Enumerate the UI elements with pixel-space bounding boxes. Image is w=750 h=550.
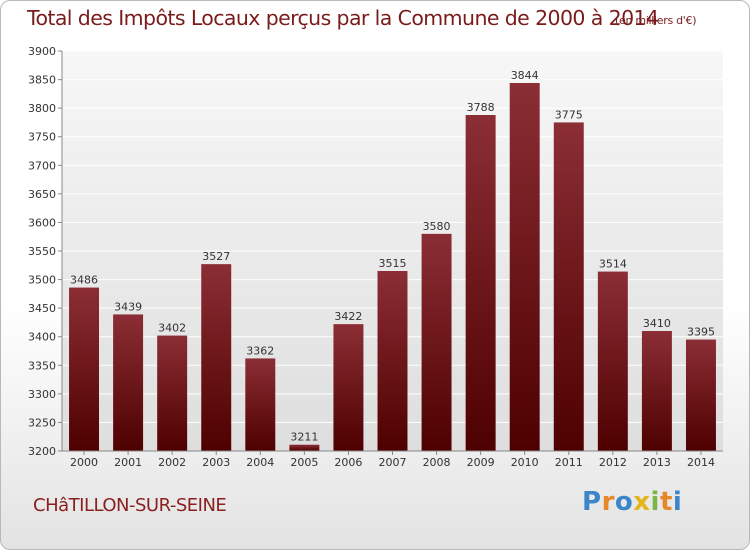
x-tick-label: 2007 [379, 456, 407, 469]
bar [201, 264, 232, 451]
x-tick-label: 2011 [555, 456, 583, 469]
bar [289, 444, 320, 451]
chart-title: Total des Impôts Locaux perçus par la Co… [27, 6, 659, 30]
data-label: 3486 [70, 274, 98, 287]
x-tick-label: 2014 [687, 456, 715, 469]
y-tick-label: 3800 [28, 102, 56, 115]
x-tick-label: 2012 [599, 456, 627, 469]
data-label: 3402 [158, 322, 186, 335]
bar [597, 271, 628, 451]
y-tick-label: 3700 [28, 159, 56, 172]
y-tick-label: 3550 [28, 245, 56, 258]
commune-name: CHâTILLON-SUR-SEINE [33, 495, 227, 516]
data-label: 3410 [643, 317, 671, 330]
x-tick-label: 2000 [70, 456, 98, 469]
x-tick-label: 2005 [290, 456, 318, 469]
data-label: 3211 [290, 431, 318, 444]
x-tick-label: 2008 [423, 456, 451, 469]
y-tick-label: 3400 [28, 331, 56, 344]
x-tick-label: 2006 [334, 456, 362, 469]
bar [69, 287, 100, 451]
bar [245, 358, 276, 451]
y-tick-label: 3900 [28, 45, 56, 58]
data-label: 3514 [599, 258, 627, 271]
bar [157, 335, 188, 451]
y-tick-label: 3200 [28, 445, 56, 458]
data-label: 3395 [687, 326, 715, 339]
bar [421, 233, 452, 451]
data-label: 3580 [423, 220, 451, 233]
logo-letter: t [659, 487, 673, 517]
logo-letter: i [650, 487, 660, 517]
logo-letter: o [614, 487, 634, 517]
y-tick-label: 3300 [28, 388, 56, 401]
chart-subtitle: (en milliers d'€) [615, 14, 697, 27]
data-label: 3788 [467, 101, 495, 114]
bar [509, 83, 540, 451]
x-tick-label: 2001 [114, 456, 142, 469]
logo-letter: i [672, 487, 683, 517]
logo-letter: x [633, 487, 651, 517]
bar [377, 271, 408, 451]
y-tick-label: 3850 [28, 74, 56, 87]
y-tick-label: 3750 [28, 131, 56, 144]
y-tick-label: 3250 [28, 416, 56, 429]
bar [113, 314, 144, 451]
bar [641, 331, 672, 451]
y-tick-label: 3650 [28, 188, 56, 201]
x-tick-label: 2009 [467, 456, 495, 469]
y-tick-label: 3450 [28, 302, 56, 315]
bar [685, 339, 716, 451]
x-tick-label: 2013 [643, 456, 671, 469]
data-label: 3515 [379, 257, 407, 270]
data-label: 3362 [246, 344, 274, 357]
x-tick-label: 2002 [158, 456, 186, 469]
data-label: 3527 [202, 250, 230, 263]
bar [465, 115, 496, 451]
y-tick-label: 3350 [28, 359, 56, 372]
data-label: 3422 [334, 310, 362, 323]
x-tick-label: 2010 [511, 456, 539, 469]
logo-letter: P [582, 487, 602, 517]
data-label: 3439 [114, 300, 142, 313]
bar [553, 122, 584, 451]
x-tick-label: 2004 [246, 456, 274, 469]
data-label: 3844 [511, 69, 539, 82]
proxiti-logo[interactable]: Proxiti [582, 487, 682, 517]
logo-letter: r [601, 487, 615, 517]
data-label: 3775 [555, 108, 583, 121]
y-tick-label: 3500 [28, 274, 56, 287]
x-tick-label: 2003 [202, 456, 230, 469]
y-tick-label: 3600 [28, 216, 56, 229]
bar [333, 324, 364, 451]
